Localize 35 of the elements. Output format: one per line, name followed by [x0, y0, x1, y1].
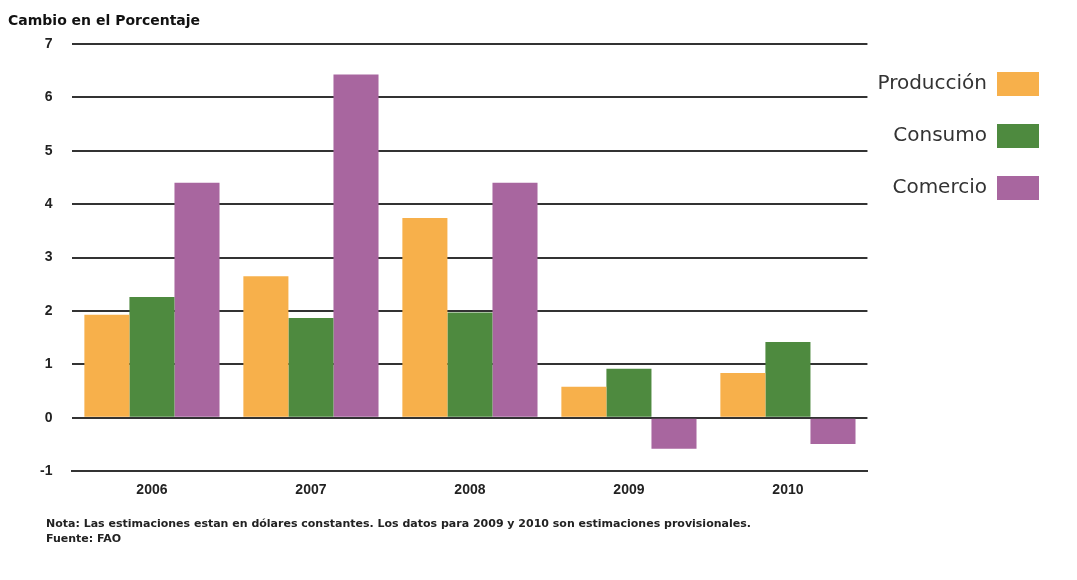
- legend-label: Producción: [877, 70, 987, 95]
- bar: [174, 182, 220, 417]
- y-tick-label: 2: [44, 301, 53, 318]
- y-tick-label: -1: [40, 462, 53, 479]
- bar: [243, 276, 289, 417]
- bar: [447, 312, 493, 417]
- y-tick-label: 1: [44, 355, 53, 372]
- bar: [84, 314, 130, 417]
- bar: [333, 74, 379, 417]
- bar: [810, 418, 856, 444]
- y-tick-label: 0: [44, 408, 53, 425]
- y-tick-label: 5: [44, 141, 53, 158]
- bar: [402, 218, 448, 417]
- x-tick-label: 2007: [295, 481, 327, 498]
- bar: [720, 372, 766, 417]
- bar: [492, 182, 538, 417]
- y-tick-label: 3: [44, 248, 53, 265]
- y-tick-label: 6: [44, 88, 53, 105]
- bar: [129, 297, 175, 417]
- bar: [561, 386, 607, 417]
- x-tick-label: 2008: [454, 481, 486, 498]
- text: Nota: Las estimaciones estan en dólares constantes. Los datos para 2009 y 2010 son estimaciones provisionales.: [46, 516, 752, 531]
- x-tick-label: 2010: [772, 481, 804, 498]
- bar: [606, 368, 652, 417]
- source-note: Fuente: FAO: [46, 531, 123, 546]
- legend-label: Comercio: [892, 174, 987, 199]
- y-axis-title: Cambio en el Porcentaje: [8, 11, 201, 28]
- legend-label: Consumo: [893, 122, 987, 147]
- bar: [765, 341, 811, 417]
- x-tick-label: 2006: [136, 481, 168, 498]
- x-tick-label: 2009: [613, 481, 645, 498]
- bar: [651, 418, 697, 449]
- y-tick-label: 7: [44, 34, 53, 51]
- y-tick-label: 4: [44, 195, 53, 212]
- bar: [288, 317, 334, 417]
